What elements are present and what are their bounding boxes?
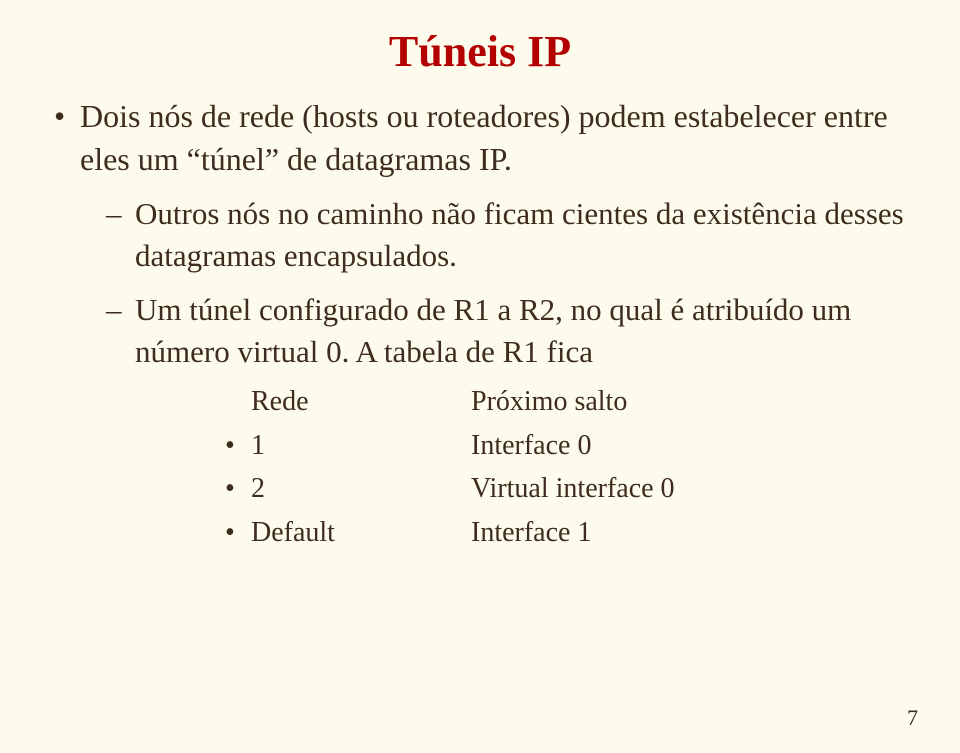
sub-bullet: Um túnel configurado de R1 a R2, no qual… [80, 289, 910, 552]
table-cell-a: Default [251, 514, 471, 552]
table-cell-b: Interface 1 [471, 514, 910, 552]
table-cell-a: 1 [251, 427, 471, 465]
table-header-a: Rede [251, 383, 471, 421]
row-marker: • [225, 470, 251, 508]
table-cell-a: 2 [251, 470, 471, 508]
table-cell-b: Interface 0 [471, 427, 910, 465]
bullet-main: Dois nós de rede (hosts ou roteadores) p… [50, 95, 910, 552]
slide-page: Túneis IP Dois nós de rede (hosts ou rot… [0, 0, 960, 753]
page-number: 7 [907, 705, 918, 731]
table-row: • 2 Virtual interface 0 [225, 470, 910, 508]
sub-bullet: Outros nós no caminho não ficam cientes … [80, 193, 910, 277]
sub-bullet-text-1: Outros nós no caminho não ficam cientes … [135, 196, 904, 273]
table-header-row: Rede Próximo salto [225, 383, 910, 421]
table-row: • 1 Interface 0 [225, 427, 910, 465]
page-title: Túneis IP [50, 26, 910, 77]
table-cell-b: Virtual interface 0 [471, 470, 910, 508]
routing-table: Rede Próximo salto • 1 Interface 0 • 2 [225, 383, 910, 552]
table-row: • Default Interface 1 [225, 514, 910, 552]
content-block: Dois nós de rede (hosts ou roteadores) p… [50, 95, 910, 552]
sub-bullet-text-2: Um túnel configurado de R1 a R2, no qual… [135, 292, 851, 369]
row-marker: • [225, 514, 251, 552]
table-header-b: Próximo salto [471, 383, 910, 421]
row-marker: • [225, 427, 251, 465]
bullet-main-text: Dois nós de rede (hosts ou roteadores) p… [80, 98, 888, 177]
